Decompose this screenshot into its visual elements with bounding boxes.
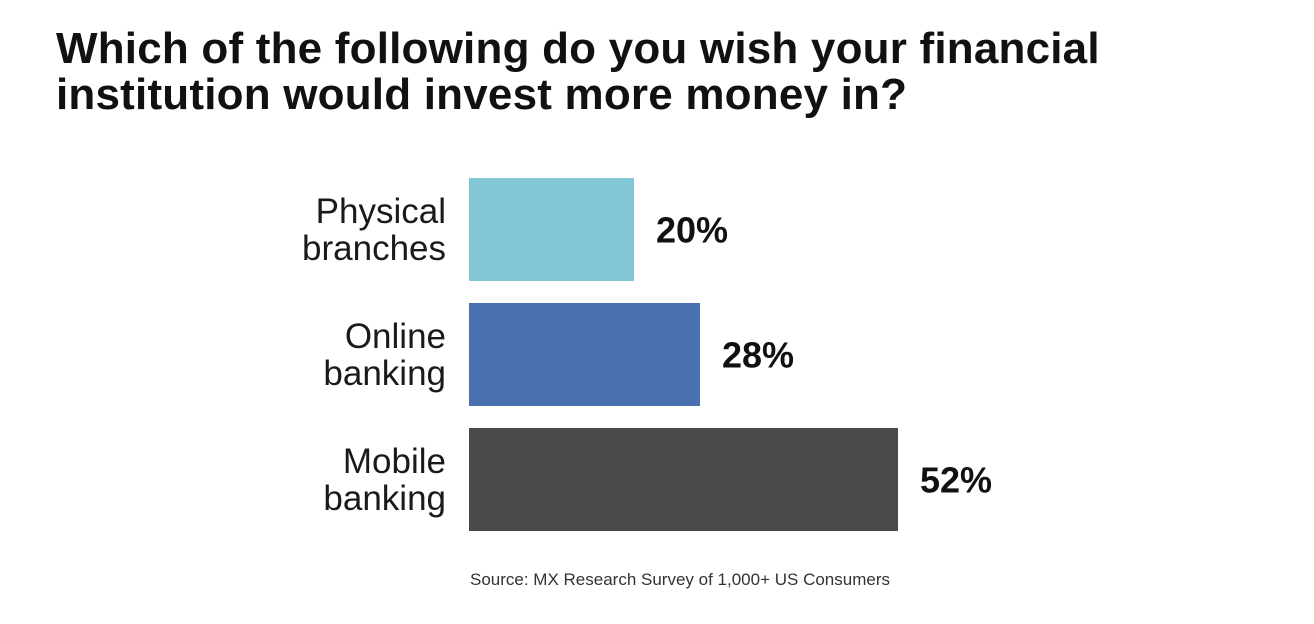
category-label-line: Physical — [316, 192, 446, 231]
category-label-2: Online banking — [323, 317, 446, 393]
category-label-1: Physical branches — [302, 192, 446, 268]
category-label-line: Mobile — [343, 442, 446, 481]
bar-1 — [469, 178, 634, 281]
value-label-1: 20% — [656, 210, 728, 251]
bar-2 — [469, 303, 700, 406]
category-label-line: banking — [323, 354, 446, 393]
category-label-line: banking — [323, 479, 446, 518]
chart-title: Which of the following do you wish your … — [56, 24, 1100, 119]
category-label-line: branches — [302, 229, 446, 268]
source-note: Source: MX Research Survey of 1,000+ US … — [470, 570, 890, 589]
category-label-line: Online — [345, 317, 446, 356]
value-label-3: 52% — [920, 460, 992, 501]
category-label-3: Mobile banking — [323, 442, 446, 518]
value-label-2: 28% — [722, 335, 794, 376]
bar-3 — [469, 428, 898, 531]
